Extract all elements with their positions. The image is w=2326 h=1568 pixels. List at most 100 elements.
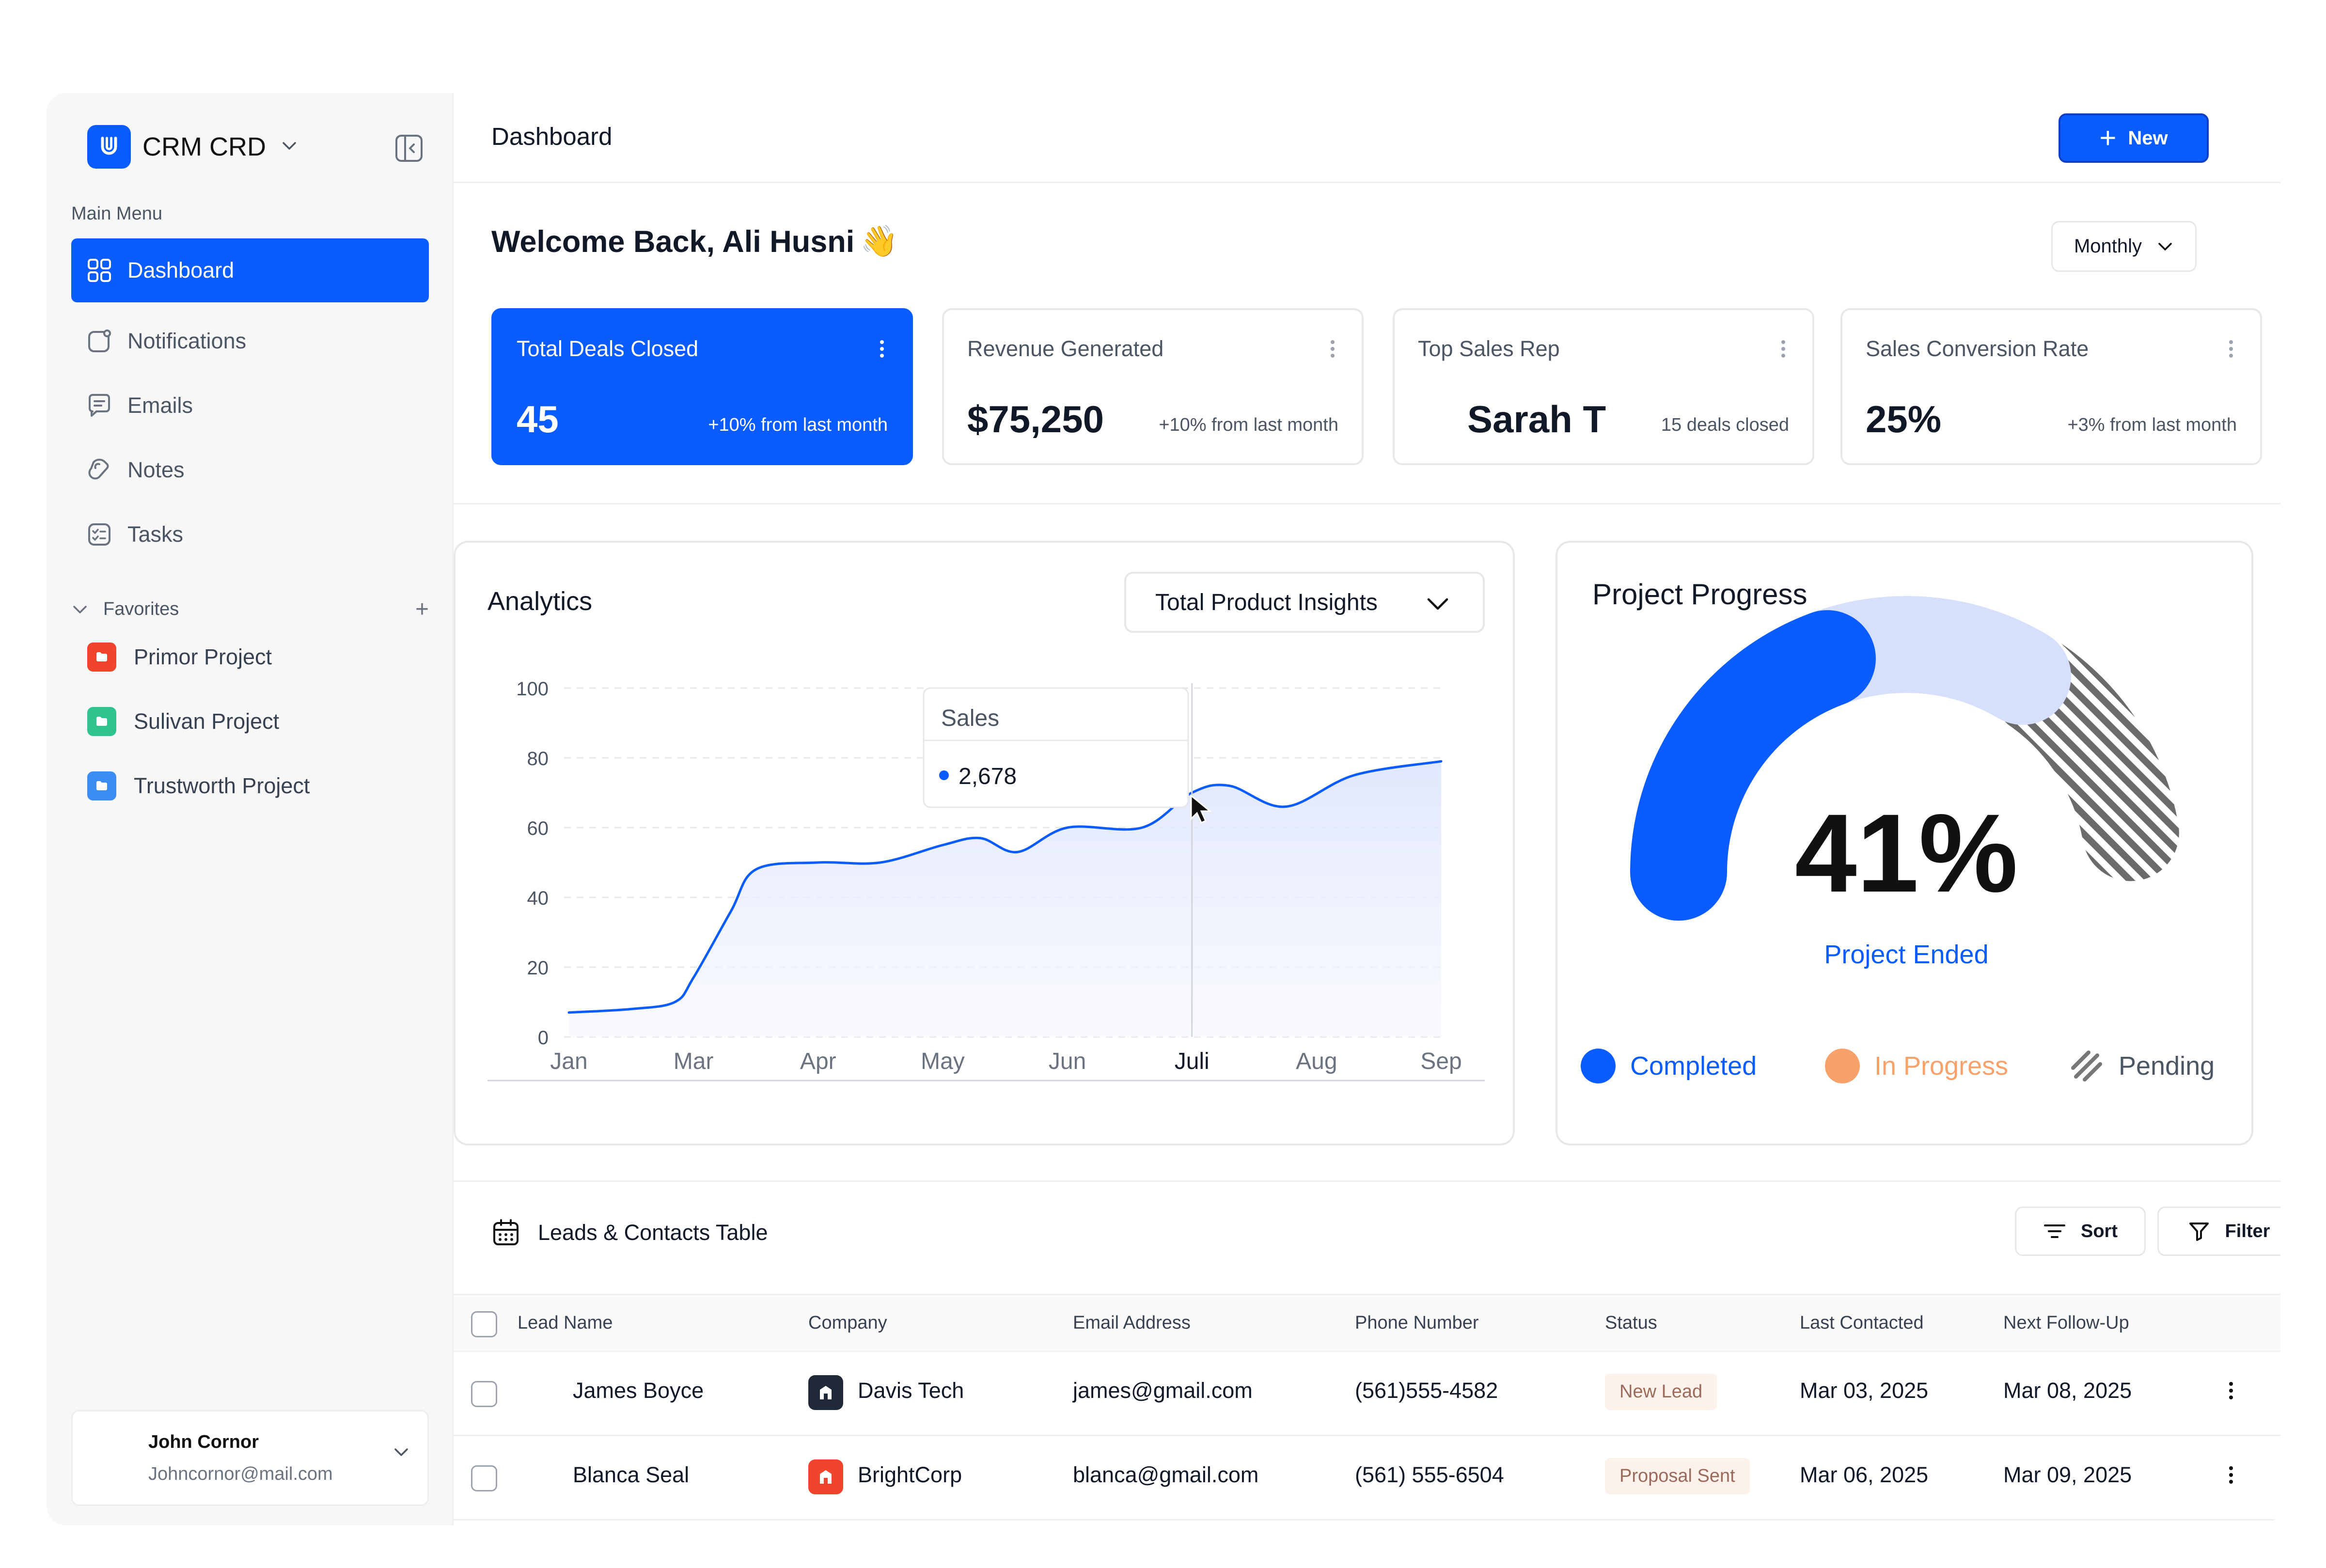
- table-title: Leads & Contacts Table: [491, 1218, 768, 1247]
- stat-value: $75,250: [967, 398, 1104, 440]
- more-vertical-icon[interactable]: [2228, 339, 2234, 361]
- sidebar-item-label: Tasks: [127, 522, 184, 547]
- favorite-primor-project[interactable]: Primor Project: [87, 643, 272, 672]
- column-lead-name[interactable]: Lead Name: [518, 1313, 613, 1333]
- x-tick-label: Jan: [550, 1049, 587, 1074]
- sidebar-item-tasks[interactable]: Tasks: [71, 502, 429, 566]
- stat-label: Sales Conversion Rate: [1866, 336, 2089, 361]
- x-tick-label: Juli: [1175, 1049, 1210, 1074]
- column-next-follow-up[interactable]: Next Follow-Up: [2003, 1313, 2129, 1333]
- sidebar-item-notifications[interactable]: Notifications: [71, 309, 429, 373]
- more-vertical-icon[interactable]: [1330, 339, 1336, 361]
- sales-area-chart[interactable]: 0 20 40 60 80 100 Jan Mar Apr May Jun Juli Aug Sep S…: [456, 543, 1517, 1147]
- stat-value: 45: [517, 398, 559, 440]
- more-vertical-icon[interactable]: [1780, 339, 1786, 361]
- favorite-sulivan-project[interactable]: Sulivan Project: [87, 707, 279, 736]
- page-title: Dashboard: [491, 123, 613, 150]
- app-window: CRM CRD Main Menu Dashboard Notification…: [47, 93, 2280, 1525]
- favorite-trustworth-project[interactable]: Trustworth Project: [87, 771, 310, 800]
- welcome-heading: Welcome Back, Ali Husni 👋: [491, 224, 898, 259]
- favorites-label: Favorites: [103, 599, 179, 619]
- stat-label: Total Deals Closed: [517, 336, 699, 361]
- new-button-label: New: [2128, 127, 2168, 149]
- favorite-label: Trustworth Project: [134, 773, 310, 798]
- section-divider: [454, 1180, 2280, 1182]
- y-tick-label: 0: [538, 1027, 549, 1049]
- stat-subtext: 15 deals closed: [1661, 415, 1789, 435]
- note-icon: [86, 456, 113, 484]
- legend-label: In Progress: [1874, 1051, 2009, 1081]
- sales-area-fill: [569, 761, 1441, 1037]
- favorites-heading[interactable]: Favorites +: [71, 596, 429, 623]
- y-tick-label: 60: [527, 818, 549, 839]
- y-tick-label: 20: [527, 957, 549, 979]
- sort-button[interactable]: Sort: [2015, 1207, 2146, 1256]
- lead-name: Blanca Seal: [573, 1462, 690, 1487]
- x-axis-ticks: Jan Mar Apr May Jun Juli Aug Sep: [550, 1049, 1462, 1074]
- stat-value: 25%: [1866, 398, 1942, 440]
- welcome-text: Welcome Back, Ali Husni: [491, 224, 855, 259]
- add-favorite-button[interactable]: +: [415, 596, 429, 622]
- chevron-down-icon: [393, 1446, 410, 1460]
- analytics-panel: Analytics Total Product Insights 0 20 40 60…: [454, 541, 1515, 1145]
- sidebar-item-label: Dashboard: [127, 258, 235, 282]
- x-tick-label: Sep: [1420, 1049, 1462, 1074]
- new-button[interactable]: + New: [2059, 113, 2209, 163]
- profile-name: John Cornor: [148, 1432, 259, 1452]
- phone-number: (561)555-4582: [1355, 1378, 1498, 1403]
- table-row[interactable]: James Boyce Davis Tech james@gmail.com (…: [454, 1352, 2280, 1436]
- plus-icon: +: [2099, 122, 2117, 154]
- column-company[interactable]: Company: [808, 1313, 887, 1333]
- chevron-down-icon: [1427, 598, 1448, 610]
- x-tick-label: Mar: [674, 1049, 714, 1074]
- chart-tooltip: Sales 2,678: [923, 687, 1189, 808]
- select-all-checkbox[interactable]: [471, 1311, 497, 1337]
- tooltip-value: 2,678: [959, 764, 1017, 789]
- workspace-name: CRM CRD: [142, 132, 266, 161]
- filter-label: Filter: [2225, 1221, 2270, 1241]
- company-logo-icon: [808, 1375, 843, 1410]
- grid-icon: [86, 257, 113, 284]
- collapse-sidebar-icon[interactable]: [394, 134, 424, 165]
- filter-button[interactable]: Filter: [2157, 1207, 2280, 1256]
- message-icon: [86, 392, 113, 419]
- sidebar: CRM CRD Main Menu Dashboard Notification…: [47, 93, 454, 1525]
- tasks-icon: [86, 521, 113, 548]
- project-progress-panel: Project Progress 41% Project Ended Compl…: [1556, 541, 2253, 1145]
- main-content: Dashboard + New Welcome Back, Ali Husni …: [454, 93, 2280, 1525]
- favorite-label: Primor Project: [134, 644, 272, 669]
- legend-dot: [1825, 1049, 1860, 1083]
- user-profile[interactable]: John Cornor Johncornor@mail.com: [71, 1410, 429, 1506]
- sort-icon: [2044, 1224, 2065, 1238]
- folder-icon: [87, 707, 116, 736]
- legend-label: Pending: [2119, 1051, 2215, 1081]
- sidebar-item-dashboard[interactable]: Dashboard: [71, 238, 429, 302]
- period-select[interactable]: Monthly: [2051, 221, 2197, 272]
- column-phone[interactable]: Phone Number: [1355, 1313, 1479, 1333]
- row-checkbox[interactable]: [471, 1465, 497, 1491]
- more-vertical-icon[interactable]: [879, 339, 885, 361]
- column-status[interactable]: Status: [1605, 1313, 1657, 1333]
- lead-name: James Boyce: [573, 1378, 704, 1403]
- stat-value: Sarah T: [1467, 398, 1606, 440]
- folder-icon: [87, 771, 116, 800]
- sort-label: Sort: [2081, 1221, 2118, 1241]
- folder-icon: [87, 643, 116, 672]
- column-last-contacted[interactable]: Last Contacted: [1800, 1313, 1924, 1333]
- more-vertical-icon[interactable]: [2228, 1465, 2234, 1487]
- email-address[interactable]: blanca@gmail.com: [1073, 1462, 1259, 1487]
- insights-dropdown-label: Total Product Insights: [1155, 589, 1378, 615]
- stat-label: Top Sales Rep: [1418, 336, 1560, 361]
- email-address[interactable]: james@gmail.com: [1073, 1378, 1253, 1403]
- insights-dropdown[interactable]: Total Product Insights: [1124, 572, 1485, 633]
- sidebar-item-notes[interactable]: Notes: [71, 438, 429, 502]
- legend-in-progress: In Progress: [1825, 1049, 2008, 1083]
- table-header: Lead Name Company Email Address Phone Nu…: [454, 1294, 2280, 1352]
- calendar-icon: [493, 1219, 519, 1245]
- table-row[interactable]: Blanca Seal BrightCorp blanca@gmail.com …: [454, 1436, 2280, 1521]
- row-checkbox[interactable]: [471, 1381, 497, 1407]
- workspace-switcher[interactable]: CRM CRD: [87, 125, 298, 169]
- more-vertical-icon[interactable]: [2228, 1381, 2234, 1403]
- sidebar-item-emails[interactable]: Emails: [71, 374, 429, 438]
- column-email[interactable]: Email Address: [1073, 1313, 1191, 1333]
